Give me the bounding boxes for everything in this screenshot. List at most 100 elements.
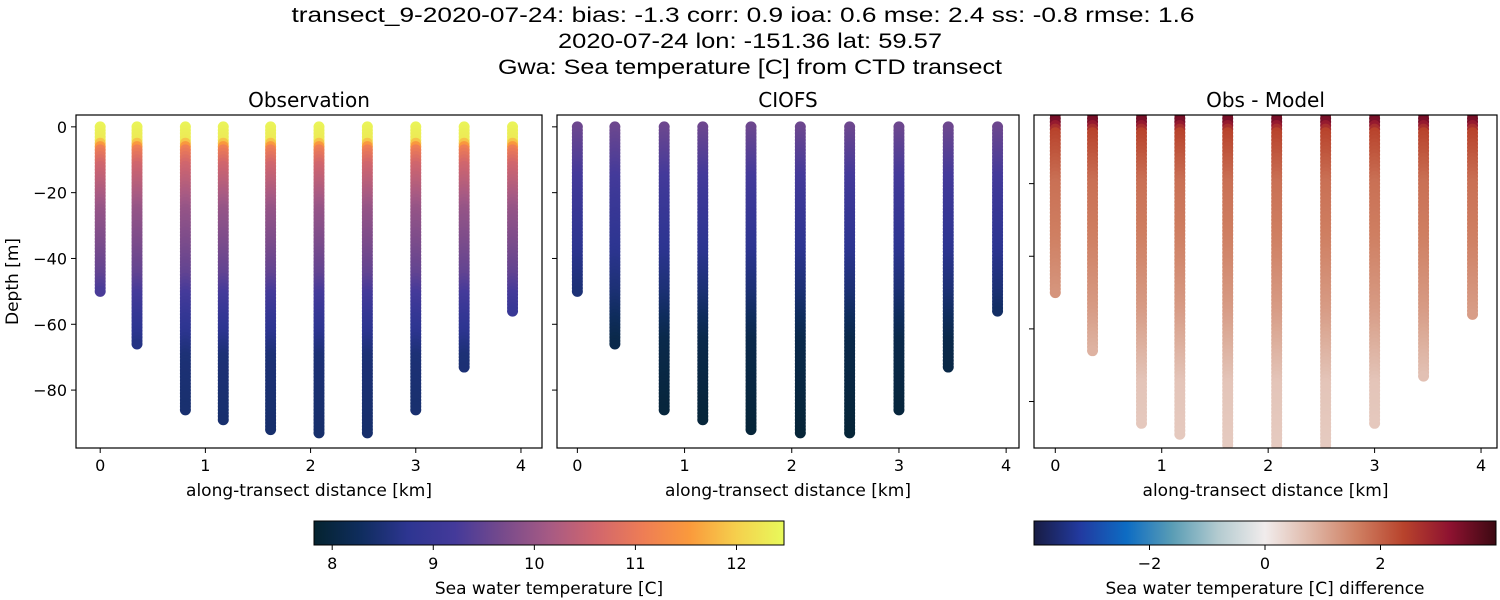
data-point: [265, 424, 277, 436]
x-tick-label: 4: [1001, 456, 1011, 475]
data-point: [1136, 417, 1148, 429]
suptitle-line-1: transect_9-2020-07-24: bias: -1.3 corr: …: [292, 4, 1195, 27]
y-tick-label: −60: [33, 315, 67, 334]
data-point: [131, 338, 143, 350]
data-point: [1369, 417, 1381, 429]
station-profile-7: [893, 121, 905, 416]
axes-frame: [556, 114, 1020, 449]
station-profile-5: [1271, 115, 1283, 448]
colorbar-label: Sea water temperature [C] difference: [1105, 579, 1424, 599]
data-point: [893, 404, 905, 416]
colorbar-tick-label: 12: [726, 554, 746, 573]
station-profile-4: [1222, 115, 1234, 448]
colorbar-difference: −2 0 2 Sea water temperature [C] difference: [1033, 520, 1497, 599]
station-profile-3: [1174, 115, 1186, 440]
data-point: [1320, 443, 1332, 448]
station-profile-1: [1087, 115, 1099, 357]
station-profile-3: [217, 121, 229, 426]
data-point: [217, 414, 229, 426]
panel-title: Obs - Model: [1206, 88, 1325, 112]
x-tick-label: 2: [305, 456, 315, 475]
data-point: [94, 285, 106, 297]
station-profile-6: [844, 121, 856, 439]
x-tick-label: 1: [200, 456, 210, 475]
y-tick-label: 0: [57, 118, 67, 137]
station-profile-3: [697, 121, 709, 426]
station-profile-5: [313, 121, 325, 439]
x-axis-label: along-transect distance [km]: [665, 481, 911, 501]
data-point: [697, 414, 709, 426]
panel-obs-model: Obs - Model 0 1 2 3 4 along-transect distance …: [1029, 88, 1498, 501]
station-profile-5: [794, 121, 806, 439]
data-point: [410, 404, 422, 416]
axes-frame: [75, 114, 543, 449]
x-tick-label: 3: [411, 456, 421, 475]
colorbar-tick-label: 9: [428, 554, 438, 573]
data-point: [571, 285, 583, 297]
data-point: [1049, 287, 1061, 299]
data-point: [794, 427, 806, 439]
data-point: [609, 338, 621, 350]
panel-title: Observation: [248, 88, 370, 112]
data-point: [844, 427, 856, 439]
x-tick-label: 2: [1263, 456, 1273, 475]
x-axis-label: along-transect distance [km]: [1143, 481, 1389, 501]
panel-observation: Observation 0 1 2 3 4 0 −20 −40 −60 −80 along-trans…: [3, 88, 543, 501]
colorbar-tick-label: 11: [625, 554, 645, 573]
station-profile-6: [361, 121, 373, 439]
station-profile-4: [265, 121, 277, 436]
data-point: [458, 361, 470, 373]
data-points: [1049, 115, 1479, 448]
colorbar-bar: [1033, 520, 1497, 546]
data-point: [942, 361, 954, 373]
station-profile-1: [131, 121, 143, 350]
x-tick-label: 4: [516, 456, 526, 475]
x-tick-label: 0: [95, 456, 105, 475]
data-point: [1087, 345, 1099, 357]
data-point: [1174, 428, 1186, 440]
x-tick-label: 2: [787, 456, 797, 475]
data-point: [658, 404, 670, 416]
x-tick-label: 3: [894, 456, 904, 475]
data-point: [1271, 443, 1283, 448]
data-points: [571, 121, 1004, 439]
axes-frame: [1033, 114, 1498, 449]
suptitle-line-3: Gwa: Sea temperature [C] from CTD transe…: [498, 56, 1002, 79]
station-profile-4: [745, 121, 757, 436]
y-tick-label: −80: [33, 381, 67, 400]
y-tick-label: −20: [33, 184, 67, 203]
data-point: [992, 305, 1004, 317]
colorbar-tick-label: 0: [1260, 554, 1270, 573]
station-profile-9: [1467, 115, 1479, 320]
panel-ciofs: CIOFS 0 1 2 3 4 along-transect distance [km]: [552, 88, 1020, 501]
x-tick-label: 1: [1157, 456, 1167, 475]
station-profile-9: [992, 121, 1004, 317]
y-tick-label: −40: [33, 249, 67, 268]
x-tick-label: 4: [1476, 456, 1486, 475]
colorbar-tick-label: 2: [1375, 554, 1385, 573]
colorbar-tick-label: 10: [524, 554, 544, 573]
data-point: [1222, 439, 1234, 448]
colorbar-tick-label: 8: [327, 554, 337, 573]
x-tick-label: 1: [679, 456, 689, 475]
data-points: [94, 121, 519, 439]
station-profile-2: [658, 121, 670, 416]
x-axis-label: along-transect distance [km]: [186, 481, 432, 501]
data-point: [745, 424, 757, 436]
station-profile-7: [1369, 115, 1381, 429]
station-profile-8: [458, 121, 470, 373]
station-profile-0: [1049, 115, 1061, 299]
colorbar-tick-label: −2: [1138, 554, 1162, 573]
x-tick-label: 0: [572, 456, 582, 475]
colorbar-temperature: 8 9 10 11 12 Sea water temperature [C]: [313, 520, 785, 599]
station-profile-2: [1136, 115, 1148, 429]
data-point: [313, 427, 325, 439]
station-profile-0: [571, 121, 583, 297]
station-profile-7: [410, 121, 422, 416]
data-point: [1418, 370, 1430, 382]
suptitle-line-2: 2020-07-24 lon: -151.36 lat: 59.57: [558, 30, 942, 53]
station-profile-2: [179, 121, 191, 416]
station-profile-0: [94, 121, 106, 297]
data-point: [361, 427, 373, 439]
